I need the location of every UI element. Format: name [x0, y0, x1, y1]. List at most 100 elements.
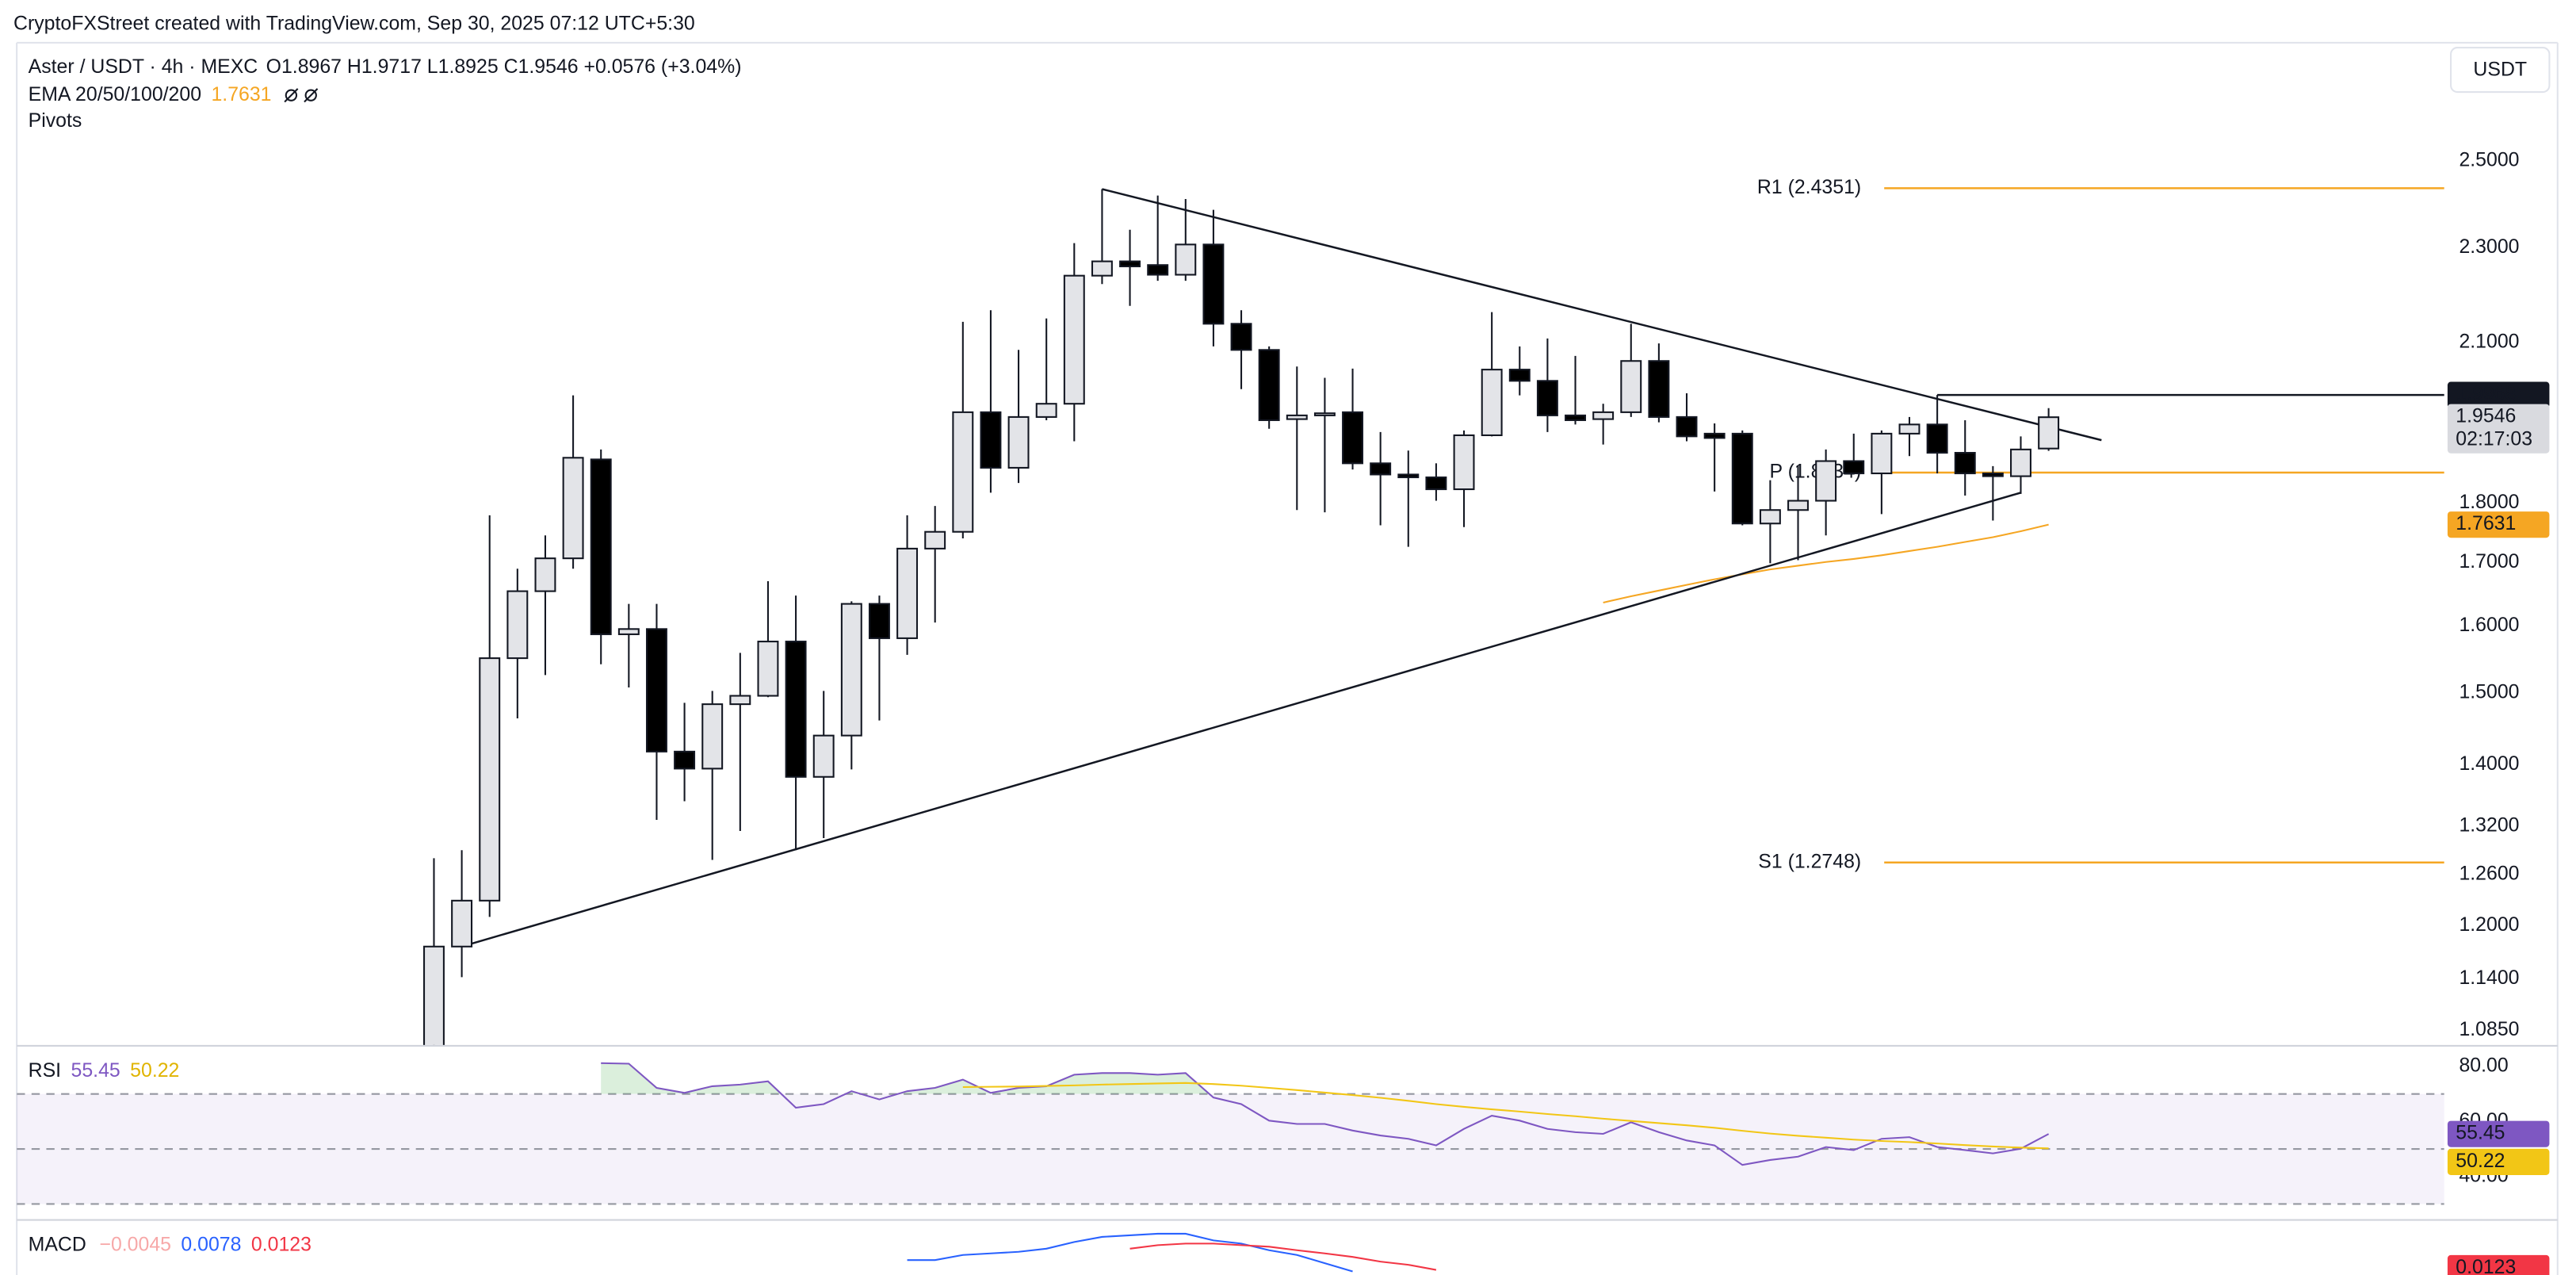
candle-body — [1536, 380, 1558, 416]
candle-body — [1091, 260, 1113, 277]
ema-tag-bg — [2447, 511, 2550, 538]
y-tick-label: 1.5000 — [2459, 681, 2519, 703]
macd-pane — [907, 1232, 1437, 1273]
candle-body — [1370, 462, 1392, 476]
candle-body — [674, 750, 696, 770]
ema-name: EMA 20/50/100/200 — [29, 83, 201, 105]
candle-body — [757, 641, 779, 697]
candle-body — [924, 530, 946, 549]
candle-body — [645, 628, 667, 752]
pivot-label: S1 (1.2748) — [1758, 850, 1861, 872]
rsi-tag: 50.22 — [2456, 1150, 2505, 1172]
candle-body — [1175, 243, 1197, 276]
candle-body — [1703, 432, 1726, 439]
candle-body — [1620, 360, 1642, 413]
candle-body — [590, 458, 612, 635]
ohlc: O1.8967 H1.9717 L1.8925 C1.9546 +0.0576 … — [266, 56, 742, 78]
candle-body — [534, 557, 556, 592]
candle-body — [562, 457, 584, 560]
candle-body — [1787, 500, 1809, 511]
macd-signal-value: 0.0123 — [251, 1233, 311, 1255]
y-tick-label: 2.1000 — [2459, 330, 2519, 352]
pivot-label: R1 (2.4351) — [1757, 176, 1861, 198]
candle-body — [980, 411, 1002, 469]
candle-body — [896, 547, 919, 639]
candle-body — [479, 657, 501, 902]
y-tick-label: 1.6000 — [2459, 614, 2519, 636]
legend-icon — [304, 89, 317, 101]
macd-signal-tag: 0.0123 — [2456, 1256, 2516, 1275]
y-tick-label: 1.2600 — [2459, 863, 2519, 885]
y-tick-label: 1.8000 — [2459, 491, 2519, 513]
candle-body — [1397, 473, 1420, 479]
candle-body — [952, 411, 974, 533]
candle-body — [1147, 264, 1169, 276]
candle-body — [506, 590, 529, 660]
candle-body — [1815, 460, 1837, 502]
candle-body — [1565, 414, 1586, 421]
candle-body — [1035, 403, 1057, 418]
candle-body — [1871, 432, 1893, 475]
y-tick-label: 1.2000 — [2459, 913, 2519, 936]
candle-body — [701, 703, 724, 770]
candle-body — [1508, 369, 1531, 382]
candle-body — [1481, 369, 1503, 436]
candle-body — [812, 734, 835, 778]
rsi-ma-value: 50.22 — [130, 1059, 179, 1082]
series-line — [1603, 523, 2049, 603]
main-legend: Aster / USDT · 4h · MEXC O1.8967 H1.9717 … — [29, 56, 742, 78]
legend-icon — [304, 88, 319, 103]
candle-body — [1425, 476, 1447, 491]
candle-body — [1063, 274, 1085, 405]
candle-body — [1007, 415, 1030, 469]
candle-body — [2010, 448, 2031, 477]
price-line-tag-bg — [2447, 381, 2550, 408]
candle-body — [1230, 323, 1252, 351]
candle-body — [840, 603, 862, 737]
trendline — [1102, 188, 2102, 442]
candle-body — [1453, 434, 1475, 491]
rsi-legend: RSI 55.45 50.22 — [29, 1059, 180, 1082]
series-line — [907, 1232, 1353, 1273]
candle-body — [785, 641, 807, 778]
macd-hist-value: −0.0045 — [99, 1233, 171, 1255]
pivots-legend: Pivots — [29, 109, 82, 132]
last-price-tag: 1.9546 — [2456, 405, 2516, 427]
candle-body — [1119, 260, 1141, 268]
rsi-pane — [17, 1062, 2444, 1205]
y-tick-label: 2.5000 — [2459, 148, 2519, 170]
rsi-tag: 55.45 — [2456, 1122, 2505, 1144]
candle-body — [1286, 414, 1308, 420]
candle-body — [1676, 415, 1698, 438]
price-axis: 2.5000 2.3000 2.1000 1.8000 1.7000 1.6000 1.50… — [2447, 148, 2550, 1275]
macd-signal-tag-bg — [2447, 1254, 2550, 1275]
watermark: CryptoFXStreet created with TradingView.… — [13, 13, 695, 35]
candle-body — [1731, 432, 1753, 525]
series-line — [1129, 1242, 1437, 1271]
candle-body — [1648, 360, 1670, 418]
candle-body — [1843, 460, 1865, 475]
last-price-tag-bg — [2447, 404, 2550, 454]
currency-button[interactable] — [2450, 47, 2551, 94]
candle-body — [1202, 243, 1225, 325]
y-tick-label: 1.1400 — [2459, 967, 2519, 989]
candle-body — [451, 899, 473, 948]
last-price-tag-countdown: 02:17:03 — [2456, 428, 2532, 450]
rsi-title: RSI — [29, 1059, 61, 1082]
series-line — [962, 1082, 2049, 1150]
rsi-value: 55.45 — [71, 1059, 120, 1082]
price-line-tag: 1.9968 — [2456, 383, 2516, 405]
legend-icon — [285, 89, 298, 101]
y-tick-label: 80.00 — [2459, 1055, 2508, 1077]
rsi-tag-bg — [2447, 1148, 2550, 1175]
candle-body — [1759, 509, 1781, 525]
candle-body — [1898, 423, 1921, 435]
candle-body — [1313, 412, 1336, 416]
candle-body — [729, 695, 751, 706]
currency-label[interactable]: USDT — [2473, 59, 2527, 81]
ema-legend: EMA 20/50/100/200 1.7631 — [29, 83, 272, 105]
legend-icon — [284, 88, 299, 103]
ema-tag: 1.7631 — [2456, 512, 2516, 534]
